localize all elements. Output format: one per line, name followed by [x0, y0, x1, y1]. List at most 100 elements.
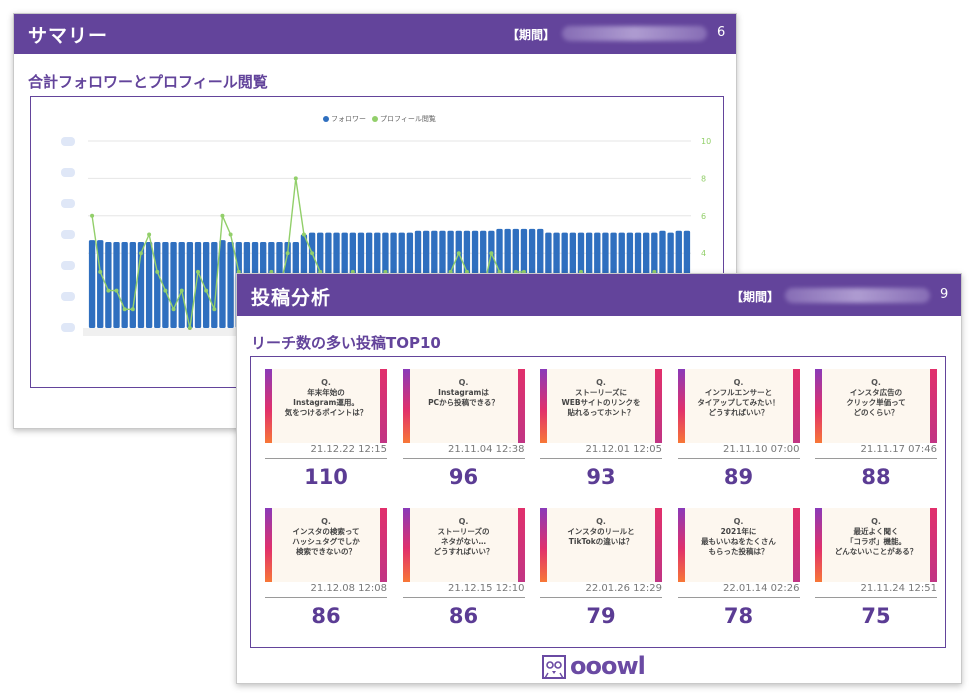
- post-date: 22.01.14 02:26: [722, 583, 800, 594]
- follower-bar: [178, 241, 185, 328]
- post-card[interactable]: Q. ストーリーズに WEBサイトのリンクを 貼れるってホント？ 21.12.01 …: [540, 369, 662, 495]
- thumbnail-accent-left: [815, 369, 822, 443]
- thumbnail-q-label: Q.: [733, 517, 744, 526]
- post-date: 21.12.01 12:05: [585, 444, 662, 455]
- post-thumbnail[interactable]: Q. 2021年に 最もいいねをたくさん もらった投稿は？: [677, 508, 800, 582]
- card-divider: [265, 597, 387, 598]
- section-title: リーチ数の多い投稿TOP10: [251, 334, 441, 352]
- posts-title: 投稿分析: [251, 287, 332, 309]
- post-card[interactable]: Q. 年末年始の Instagram運用。 気をつけるポイントは？ 21.12.22…: [265, 369, 387, 495]
- post-date: 21.12.22 12:15: [310, 444, 387, 455]
- follower-bar: [219, 240, 226, 328]
- card-divider: [265, 458, 387, 459]
- thumbnail-caption: ストーリーズに WEBサイトのリンクを 貼れるってホント？: [561, 388, 641, 417]
- profile-views-point: [285, 251, 290, 256]
- thumbnail-accent-right: [380, 508, 387, 582]
- y2-tick-label: 4: [701, 249, 706, 258]
- left-axis-label-redacted: [61, 261, 75, 270]
- profile-views-point: [212, 307, 217, 312]
- profile-views-point: [456, 251, 461, 256]
- legend-item-profile-views: プロフィール閲覧: [372, 114, 436, 124]
- thumbnail-q-label: Q.: [321, 517, 331, 526]
- profile-views-point: [179, 288, 184, 293]
- period-value-redacted: [785, 288, 930, 303]
- profile-views-point: [236, 269, 241, 274]
- post-thumbnail[interactable]: Q. インフルエンサーと タイアップしてみたい！ どうすればいい？: [677, 369, 800, 443]
- post-thumbnail[interactable]: Q. インスタ広告の クリック単価って どのくらい？: [815, 369, 937, 443]
- follower-bar: [121, 241, 128, 328]
- post-thumbnail[interactable]: Q. Instagramは PCから投稿できる？: [402, 369, 525, 443]
- left-axis-label-redacted: [61, 323, 75, 332]
- post-date: 22.01.26 12:29: [585, 583, 662, 594]
- follower-bar: [105, 241, 112, 328]
- reach-count: 75: [861, 604, 891, 628]
- thumbnail-caption: インスタ広告の クリック単価って どのくらい？: [846, 388, 906, 417]
- thumbnail-accent-right: [517, 369, 525, 443]
- post-date: 21.11.17 07:46: [860, 444, 937, 455]
- legend-dot-profile-views: [372, 116, 378, 122]
- thumbnail-accent-left: [265, 508, 272, 582]
- post-card[interactable]: Q. インスタのリールと TikTokの違いは？ 22.01.26 12:29 79: [540, 508, 662, 634]
- thumbnail-q-label: Q.: [596, 378, 606, 387]
- thumbnail-caption: Instagramは PCから投稿できる？: [428, 388, 499, 407]
- profile-views-point: [171, 307, 176, 312]
- y2-tick-label: 6: [701, 212, 706, 221]
- profile-views-point: [163, 288, 168, 293]
- post-card[interactable]: Q. インスタの検索って ハッシュタグでしか 検索できないの？ 21.12.08 1…: [265, 508, 387, 634]
- thumbnail-caption: インスタのリールと TikTokの違いは？: [567, 527, 635, 546]
- post-thumbnail[interactable]: Q. 最近よく聞く 「コラボ」機能。 どんないいことがある？: [815, 508, 937, 582]
- profile-views-point: [138, 251, 143, 256]
- card-divider: [677, 458, 800, 459]
- thumbnail-accent-left: [677, 508, 685, 582]
- post-card[interactable]: Q. 2021年に 最もいいねをたくさん もらった投稿は？ 22.01.14 02:…: [677, 508, 800, 634]
- reach-count: 86: [311, 604, 341, 628]
- post-thumbnail[interactable]: Q. ストーリーズの ネタがない… どうすればいい？: [402, 508, 525, 582]
- posts-header: 投稿分析 【期間】 9: [237, 274, 961, 316]
- profile-views-point: [90, 213, 95, 218]
- follower-bar: [162, 241, 169, 328]
- profile-views-point: [98, 269, 103, 274]
- thumbnail-accent-right: [380, 369, 387, 443]
- follower-bar: [129, 241, 136, 328]
- left-axis-label-redacted: [61, 137, 75, 146]
- profile-views-point: [464, 269, 469, 274]
- thumbnail-accent-right: [792, 369, 800, 443]
- follower-bar: [186, 241, 194, 328]
- legend-label-followers: フォロワー: [331, 115, 366, 123]
- page-number: 9: [940, 287, 949, 302]
- post-card[interactable]: Q. インスタ広告の クリック単価って どのくらい？ 21.11.17 07:46 8…: [815, 369, 937, 495]
- post-card[interactable]: Q. 最近よく聞く 「コラボ」機能。 どんないいことがある？ 21.11.24 12…: [815, 508, 937, 634]
- reach-count: 86: [448, 604, 479, 628]
- thumbnail-q-label: Q.: [733, 378, 744, 387]
- profile-views-point: [350, 269, 355, 274]
- profile-views-point: [489, 251, 494, 256]
- post-thumbnail[interactable]: Q. インスタのリールと TikTokの違いは？: [540, 508, 662, 582]
- left-axis-label-redacted: [61, 168, 75, 177]
- reach-count: 96: [448, 465, 479, 489]
- posts-slide: 投稿分析 【期間】 9 リーチ数の多い投稿TOP10 Q. 年末年始の Insta…: [236, 273, 962, 684]
- post-thumbnail[interactable]: Q. ストーリーズに WEBサイトのリンクを 貼れるってホント？: [540, 369, 662, 443]
- profile-views-point: [521, 269, 526, 274]
- follower-bar: [170, 241, 177, 328]
- period-label: 【期間】: [731, 290, 780, 304]
- post-card[interactable]: Q. インフルエンサーと タイアップしてみたい！ どうすればいい？ 21.11.10…: [677, 369, 800, 495]
- logo-text: ooowl: [570, 652, 646, 680]
- left-axis-label-redacted: [61, 199, 75, 208]
- follower-bar: [145, 241, 153, 328]
- thumbnail-q-label: Q.: [871, 378, 881, 387]
- thumbnail-accent-right: [517, 508, 525, 582]
- profile-views-point: [122, 307, 127, 312]
- profile-views-point: [448, 269, 453, 274]
- thumbnail-accent-right: [655, 508, 662, 582]
- profile-views-point: [204, 288, 209, 293]
- post-thumbnail[interactable]: Q. 年末年始の Instagram運用。 気をつけるポイントは？: [265, 369, 387, 443]
- top-posts-grid: Q. 年末年始の Instagram運用。 気をつけるポイントは？ 21.12.22…: [250, 356, 946, 648]
- profile-views-point: [228, 232, 233, 237]
- post-thumbnail[interactable]: Q. インスタの検索って ハッシュタグでしか 検索できないの？: [265, 508, 387, 582]
- post-card[interactable]: Q. Instagramは PCから投稿できる？ 21.11.04 12:38 96: [402, 369, 525, 495]
- summary-title: サマリー: [28, 25, 109, 47]
- post-card[interactable]: Q. ストーリーズの ネタがない… どうすればいい？ 21.12.15 12:10 8…: [402, 508, 525, 634]
- profile-views-point: [130, 307, 135, 312]
- thumbnail-q-label: Q.: [871, 517, 881, 526]
- post-date: 21.11.10 07:00: [722, 444, 800, 455]
